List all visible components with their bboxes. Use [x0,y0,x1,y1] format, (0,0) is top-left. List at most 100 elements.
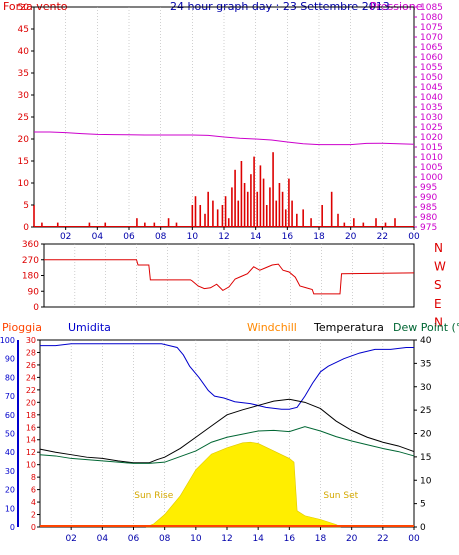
pressure-tick-label: 1060 [420,53,443,63]
humidity-tick-label: 20 [5,486,15,495]
pressure-tick-label: 1045 [420,83,443,93]
direction-tick-label: 180 [22,272,39,282]
sunrise-label: Sun Rise [134,491,173,501]
hour-tick-label: 18 [313,232,325,242]
hour-tick-label: 04 [97,534,109,544]
wind-tick-label: 40 [18,47,30,57]
pressure-tick-label: 1020 [420,133,443,143]
temp-right-tick-label: 0 [420,523,426,533]
temp-tick-label: 0 [31,523,36,532]
hour-tick-label: 22 [377,232,388,242]
humidity-line [40,343,414,410]
wind-tick-label: 25 [18,113,29,123]
hour-tick-label: 10 [190,534,202,544]
temp-humidity-panel: Sun Rise Sun Set 01020304050607080901000… [0,336,432,544]
pressure-tick-label: 1040 [420,93,443,103]
hour-tick-label: 16 [282,232,294,242]
hour-tick-label: 20 [346,534,358,544]
humidity-tick-label: 30 [5,467,15,476]
hour-tick-label: 06 [128,534,140,544]
compass-label: E [434,297,442,311]
wind-tick-label: 15 [18,157,29,167]
temp-right-tick-label: 10 [420,476,432,486]
pressure-tick-label: 1010 [420,153,443,163]
pressure-tick-label: 1035 [420,103,443,113]
pressure-tick-label: 1050 [420,73,443,83]
hour-tick-label: 04 [92,232,104,242]
temp-tick-label: 18 [26,411,36,420]
temp-right-tick-label: 20 [420,430,432,440]
wind-tick-label: 0 [23,223,29,233]
pressure-tick-label: 1055 [420,63,443,73]
temp-tick-label: 24 [26,373,36,382]
wind-pressure-panel: 0510152025303540455097598098599099510001… [18,3,444,242]
wind-tick-label: 50 [18,3,30,13]
temp-tick-label: 8 [31,473,36,482]
wind-tick-label: 45 [18,25,29,35]
humidity-tick-label: 40 [5,448,15,457]
temp-tick-label: 20 [26,398,36,407]
pressure-tick-label: 995 [420,183,437,193]
temp-tick-label: 4 [31,498,36,507]
pressure-line [34,131,415,146]
temp-right-tick-label: 25 [420,406,431,416]
temp-tick-label: 16 [26,423,36,432]
temp-right-tick-label: 35 [420,359,431,369]
temp-tick-label: 12 [26,448,36,457]
hour-tick-label: 02 [65,534,76,544]
wind-tick-label: 20 [18,135,30,145]
hour-tick-label: 00 [408,232,420,242]
pressure-tick-label: 1085 [420,3,443,13]
pressure-tick-label: 1075 [420,23,443,33]
humidity-tick-label: 50 [5,430,15,439]
temp-tick-label: 22 [26,386,36,395]
compass-label: N [434,241,443,255]
hour-tick-label: 14 [252,534,264,544]
legend-rain: Pioggia [2,321,42,334]
hour-tick-label: 10 [187,232,199,242]
temp-humidity-grid [70,340,384,527]
hour-tick-label: 00 [408,534,420,544]
legend-windchill: Windchill [247,321,297,334]
temp-tick-label: 28 [26,348,36,357]
wind-pressure-ticks: 0510152025303540455097598098599099510001… [18,3,444,242]
hour-tick-label: 06 [123,232,135,242]
humidity-tick-label: 80 [5,373,15,382]
pressure-tick-label: 975 [420,223,437,233]
temp-tick-label: 26 [26,361,36,370]
legend-temperature: Temperatura [313,321,384,334]
wind-speed-series [33,152,414,227]
humidity-tick-label: 60 [5,411,15,420]
temperature-line [39,398,415,464]
compass-label: N [434,315,443,329]
wind-tick-label: 10 [18,179,30,189]
hour-tick-label: 02 [60,232,71,242]
temp-right-tick-label: 5 [420,500,426,510]
direction-tick-label: 90 [28,287,40,297]
hour-tick-label: 22 [377,534,388,544]
pressure-tick-label: 1005 [420,163,443,173]
temp-right-tick-label: 40 [420,336,432,346]
compass-label: W [434,260,446,274]
wind-tick-label: 35 [18,69,29,79]
hour-tick-label: 16 [284,534,296,544]
sunset-label: Sun Set [323,491,358,501]
compass-label: S [434,278,442,292]
hour-tick-label: 18 [315,534,327,544]
pressure-tick-label: 1015 [420,143,443,153]
pressure-tick-label: 1025 [420,123,443,133]
legend-dewpoint: Dew Point (°C [393,321,459,334]
hour-tick-label: 08 [155,232,167,242]
wind-direction-line [44,259,415,295]
pressure-tick-label: 1080 [420,13,443,23]
solar-area [145,441,341,528]
legend-humidity: Umidita [68,321,111,334]
hour-tick-label: 08 [159,534,171,544]
humidity-tick-label: 0 [10,523,15,532]
pressure-tick-label: 985 [420,203,437,213]
humidity-tick-label: 100 [0,336,15,345]
